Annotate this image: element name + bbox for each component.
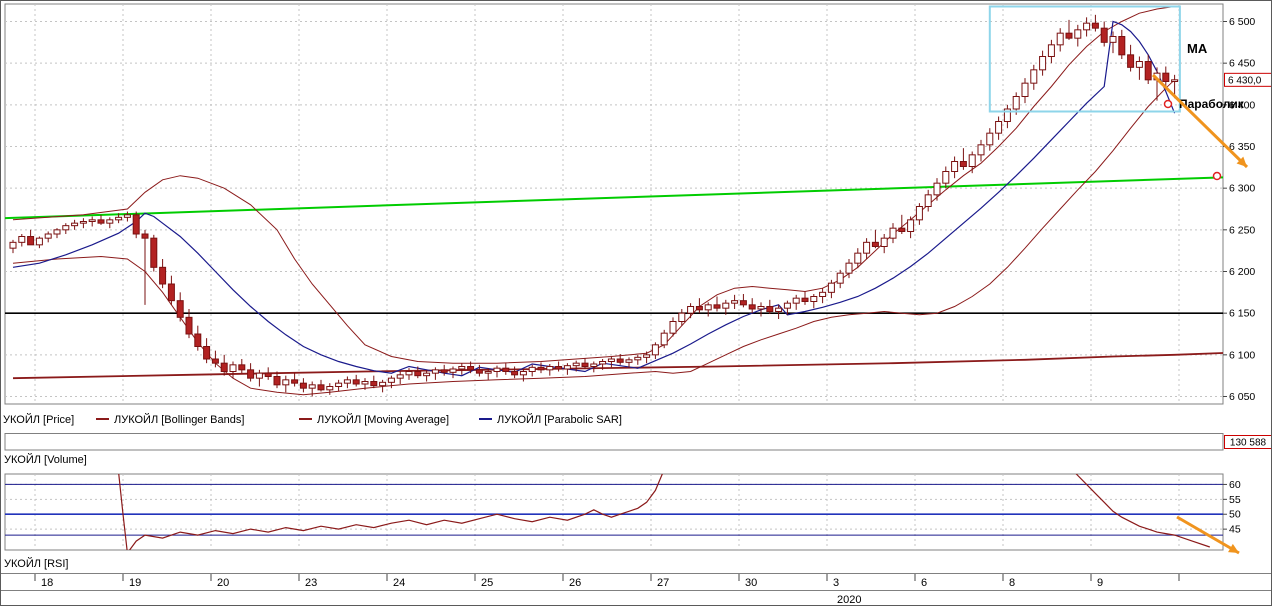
volume-pane-label: УКОЙЛ [Volume]	[4, 454, 87, 466]
price-chart-pane[interactable]: 6 500 6 450 6 400 6 350 6 300 6 250 6 200 6 150…	[1, 1, 1271, 411]
last-price-box	[1224, 72, 1271, 87]
svg-text:8: 8	[1009, 577, 1015, 589]
svg-text:6: 6	[921, 577, 927, 589]
svg-text:6 430,0: 6 430,0	[1228, 75, 1262, 86]
svg-text:55: 55	[1229, 494, 1241, 506]
svg-text:18: 18	[41, 577, 53, 589]
parabolic-annotation: Параболик	[1179, 97, 1245, 111]
svg-text:3: 3	[833, 577, 839, 589]
candles-layer	[9, 14, 1179, 397]
svg-text:25: 25	[481, 577, 493, 589]
rsi-pane[interactable]: 60 55 50 45	[1, 471, 1271, 559]
legend-item-moving-average: ЛУКОЙЛ [Moving Average]	[299, 414, 449, 426]
legend-item-price: УКОЙЛ [Price]	[3, 414, 74, 426]
svg-text:6 350: 6 350	[1229, 141, 1255, 153]
volume-pane[interactable]: 130 588	[1, 433, 1271, 451]
svg-text:6 300: 6 300	[1229, 183, 1255, 195]
parabolic-sar-color-swatch	[479, 417, 492, 420]
svg-text:6 150: 6 150	[1229, 308, 1255, 320]
bollinger-color-swatch	[96, 417, 109, 420]
highlight-box	[988, 5, 1181, 113]
parabolic-marker	[1163, 99, 1173, 109]
svg-text:60: 60	[1229, 479, 1241, 491]
legend-item-price-label: УКОЙЛ [Price]	[3, 414, 75, 426]
time-axis[interactable]: 18 19 20 23 24 25 26 27 30 3 6 8 9 2020	[1, 573, 1271, 606]
svg-text:23: 23	[305, 577, 317, 589]
svg-text:19: 19	[129, 577, 141, 589]
svg-text:130 588: 130 588	[1230, 438, 1267, 449]
price-chart-legend: УКОЙЛ [Price] ЛУКОЙЛ [Bollinger Bands] Л…	[1, 411, 1271, 431]
svg-text:6 400: 6 400	[1229, 99, 1255, 111]
ma-annotation: MA	[1187, 41, 1208, 56]
rsi-pane-label: УКОЙЛ [RSI]	[4, 558, 69, 570]
legend-item-sar-label: ЛУКОЙЛ [Parabolic SAR]	[497, 414, 622, 426]
legend-item-ma-label: ЛУКОЙЛ [Moving Average]	[317, 414, 450, 426]
price-plot-layer	[5, 4, 1223, 404]
year-label: 2020	[837, 594, 861, 606]
moving-average-color-swatch	[299, 417, 312, 420]
svg-text:6 450: 6 450	[1229, 58, 1255, 70]
svg-text:45: 45	[1229, 524, 1241, 536]
legend-item-parabolic-sar: ЛУКОЙЛ [Parabolic SAR]	[479, 414, 622, 426]
svg-text:6 050: 6 050	[1229, 391, 1255, 403]
svg-text:30: 30	[745, 577, 757, 589]
svg-text:24: 24	[393, 577, 405, 589]
trend-end-marker	[1212, 171, 1222, 181]
svg-text:20: 20	[217, 577, 229, 589]
svg-text:9: 9	[1097, 577, 1103, 589]
svg-text:6 250: 6 250	[1229, 224, 1255, 236]
svg-text:27: 27	[657, 577, 669, 589]
legend-item-bollinger: ЛУКОЙЛ [Bollinger Bands]	[96, 414, 244, 426]
svg-text:26: 26	[569, 577, 581, 589]
rsi-plot-layer	[5, 474, 1223, 550]
legend-item-bollinger-label: ЛУКОЙЛ [Bollinger Bands]	[114, 414, 245, 426]
volume-value-box	[1224, 435, 1271, 449]
svg-text:6 100: 6 100	[1229, 349, 1255, 361]
svg-text:6 500: 6 500	[1229, 16, 1255, 28]
svg-text:50: 50	[1229, 509, 1241, 521]
svg-text:6 200: 6 200	[1229, 266, 1255, 278]
